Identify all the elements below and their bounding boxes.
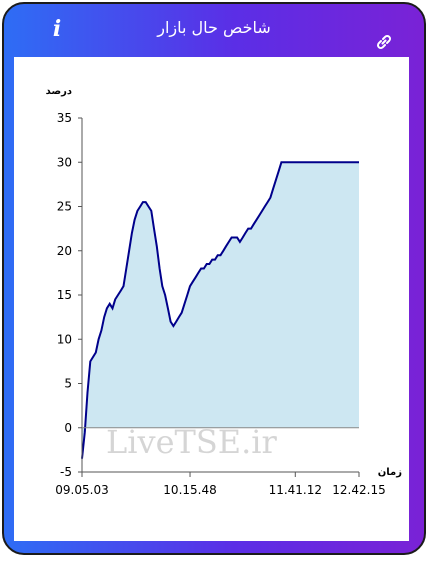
y-axis: -5 0 5 10 15 20 25 30 35 bbox=[57, 111, 359, 479]
y-tick-label: 0 bbox=[64, 421, 72, 435]
y-tick-label: 25 bbox=[57, 200, 72, 214]
y-tick-label: -5 bbox=[60, 465, 72, 479]
market-status-card: i شاخص حال بازار LiveTSE.ir -5 0 5 10 15 20 25… bbox=[2, 2, 426, 555]
x-tick-label: 11.41.12 bbox=[269, 483, 322, 497]
y-tick-label: 20 bbox=[57, 244, 72, 258]
watermark-text: LiveTSE.ir bbox=[106, 423, 278, 461]
y-tick-label: 30 bbox=[57, 155, 72, 169]
y-tick-label: 5 bbox=[64, 377, 72, 391]
link-icon[interactable] bbox=[374, 32, 394, 52]
series-line bbox=[81, 161, 359, 459]
x-axis-label: زمان bbox=[378, 467, 402, 478]
area-fill bbox=[82, 162, 359, 459]
card-header: i شاخص حال بازار bbox=[4, 4, 424, 56]
market-index-chart: LiveTSE.ir -5 0 5 10 15 20 25 30 35 09.05.03 10.1… bbox=[46, 86, 403, 497]
x-tick-label: 09.05.03 bbox=[55, 483, 108, 497]
x-tick-label: 12.42.15 bbox=[332, 483, 385, 497]
y-tick-label: 10 bbox=[57, 332, 72, 346]
chart-panel: LiveTSE.ir -5 0 5 10 15 20 25 30 35 09.05.03 10.1… bbox=[14, 57, 409, 541]
card-title: شاخص حال بازار bbox=[157, 18, 271, 37]
y-tick-label: 15 bbox=[57, 288, 72, 302]
x-tick-label: 10.15.48 bbox=[163, 483, 216, 497]
y-tick-label: 35 bbox=[57, 111, 72, 125]
info-icon[interactable]: i bbox=[52, 16, 62, 42]
x-axis: 09.05.03 10.15.48 11.41.12 12.42.15 bbox=[55, 471, 386, 497]
y-axis-label: درصد bbox=[46, 86, 72, 97]
